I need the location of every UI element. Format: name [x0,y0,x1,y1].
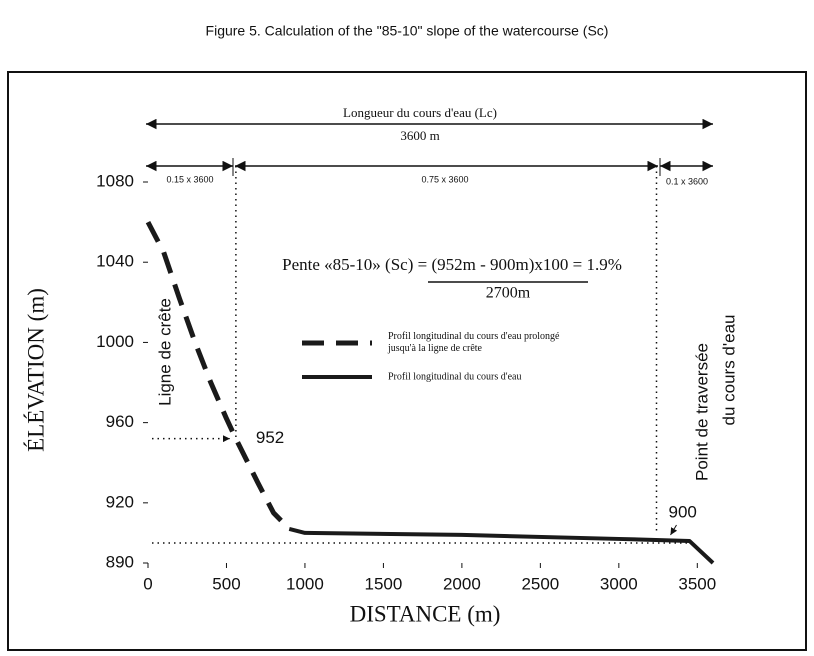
y-tick-label: 1040 [96,252,134,271]
crossing-label: Point de traversée [692,343,711,481]
x-tick-label: 2000 [443,574,481,593]
crossing-label: du cours d'eau [719,315,738,426]
x-tick-label: 1500 [365,574,403,593]
marker-label: 952 [256,428,284,447]
x-tick-label: 3000 [600,574,638,593]
marker-label: 900 [669,502,697,521]
marker-arrow [670,524,678,536]
y-tick-label: 920 [106,492,134,511]
chart-title: Figure 5. Calculation of the "85-10" slo… [206,23,609,39]
part-label: 0.75 x 3600 [421,174,468,184]
y-tick-label: 1000 [96,332,134,351]
formula: Pente «85-10» (Sc) = (952m - 900m)x100 =… [282,255,622,274]
part-label: 0.15 x 3600 [166,174,213,184]
crest-label: Ligne de crête [155,298,174,406]
denominator: 2700m [486,285,531,302]
length-title: Longueur du cours d'eau (Lc) [343,105,497,120]
length-value: 3600 m [400,128,439,143]
legend-label: Profil longitudinal du cours d'eau prolo… [387,331,560,354]
y-tick-label: 890 [106,552,134,571]
part-label: 0.1 x 3600 [666,176,708,186]
y-axis-title: ÉLÉVATION (m) [23,288,48,452]
x-tick-label: 2500 [521,574,559,593]
x-tick-label: 500 [212,574,240,593]
x-tick-label: 1000 [286,574,324,593]
frame [7,71,807,651]
series-line [288,526,715,565]
x-tick-label: 3500 [678,574,716,593]
y-tick-label: 960 [106,412,134,431]
y-tick-label: 1080 [96,171,134,190]
legend-label: Profil longitudinal du cours d'eau [388,371,521,382]
x-tick-label: 0 [143,574,152,593]
x-axis-title: DISTANCE (m) [350,601,501,626]
